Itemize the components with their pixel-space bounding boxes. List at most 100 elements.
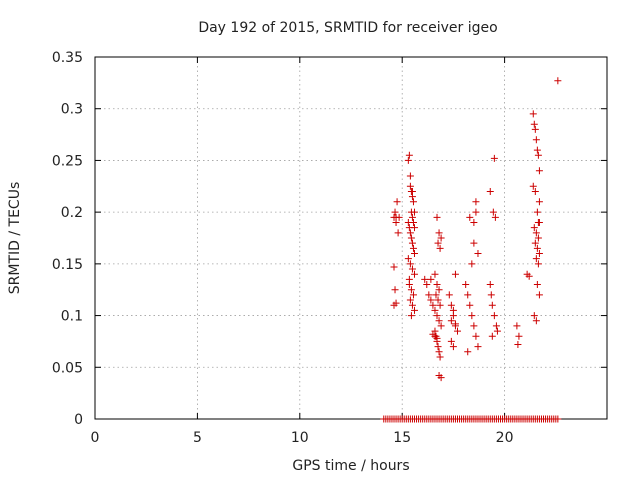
data-point — [531, 239, 539, 247]
data-point — [531, 187, 539, 195]
data-point — [486, 187, 494, 195]
data-point — [431, 270, 439, 278]
data-point — [474, 343, 482, 351]
y-tick-label: 0.25 — [52, 153, 83, 169]
y-tick-label: 0.1 — [61, 309, 83, 325]
data-point — [534, 260, 542, 268]
data-point — [472, 332, 480, 340]
data-point — [470, 239, 478, 247]
data-point — [410, 270, 418, 278]
data-point — [488, 332, 496, 340]
data-point — [525, 272, 533, 280]
data-point — [492, 322, 500, 330]
data-point — [409, 198, 417, 206]
data-point — [451, 320, 459, 328]
axis-ticks: 0 5 10 15 20 0 0.05 0.1 0.15 0.2 0.25 0.3 0.35 — [52, 50, 607, 446]
data-point — [429, 301, 437, 309]
data-point — [554, 77, 562, 85]
data-point — [470, 218, 478, 226]
data-point — [489, 208, 497, 216]
data-point — [407, 208, 415, 216]
data-point — [487, 291, 495, 299]
data-point — [533, 208, 541, 216]
data-point — [431, 306, 439, 314]
data-point — [427, 296, 435, 304]
data-point — [530, 120, 538, 128]
grid — [95, 57, 607, 419]
data-point — [409, 244, 417, 252]
data-point — [451, 270, 459, 278]
plot-frame — [94, 56, 608, 420]
data-point — [464, 291, 472, 299]
data-point — [433, 213, 441, 221]
data-point — [436, 301, 444, 309]
data-points — [380, 77, 562, 423]
data-point — [534, 218, 542, 226]
data-point — [406, 172, 414, 180]
x-tick-label: 0 — [91, 430, 100, 446]
data-point — [410, 224, 418, 232]
data-point — [466, 301, 474, 309]
y-tick-label: 0.05 — [52, 360, 83, 376]
data-point — [529, 110, 537, 118]
data-point — [436, 244, 444, 252]
data-point — [405, 151, 413, 159]
data-point — [427, 275, 435, 283]
data-point — [447, 301, 455, 309]
chart-title: Day 192 of 2015, SRMTID for receiver ige… — [198, 20, 497, 36]
data-point — [394, 229, 402, 237]
data-point — [432, 291, 440, 299]
data-point — [532, 317, 540, 325]
data-point — [533, 146, 541, 154]
data-point — [491, 213, 499, 221]
data-point — [474, 250, 482, 258]
data-point — [435, 348, 443, 356]
x-tick-label: 15 — [393, 430, 411, 446]
data-point — [407, 286, 415, 294]
data-point — [433, 334, 441, 342]
x-tick-label: 5 — [193, 430, 202, 446]
data-point — [533, 281, 541, 289]
data-point — [408, 301, 416, 309]
data-point — [530, 312, 538, 320]
data-point — [535, 167, 543, 175]
x-tick-label: 20 — [496, 430, 514, 446]
x-axis-label: GPS time / hours — [292, 458, 409, 474]
data-point — [531, 125, 539, 133]
data-point — [407, 234, 415, 242]
data-point — [434, 296, 442, 304]
data-point — [409, 218, 417, 226]
data-point — [532, 255, 540, 263]
data-point — [530, 224, 538, 232]
data-point — [488, 301, 496, 309]
data-point — [392, 213, 400, 221]
data-point — [490, 154, 498, 162]
data-point — [393, 198, 401, 206]
data-point — [535, 198, 543, 206]
data-point — [409, 291, 417, 299]
data-point — [453, 327, 461, 335]
data-point — [391, 208, 399, 216]
y-tick-label: 0 — [74, 412, 83, 428]
data-point — [434, 239, 442, 247]
data-point — [472, 198, 480, 206]
data-point — [425, 291, 433, 299]
data-point — [449, 306, 457, 314]
data-point — [408, 239, 416, 247]
data-point — [513, 322, 521, 330]
y-tick-label: 0.35 — [52, 50, 83, 66]
data-point — [445, 291, 453, 299]
data-point — [468, 312, 476, 320]
data-point — [470, 322, 478, 330]
data-point — [534, 234, 542, 242]
data-point — [535, 291, 543, 299]
y-axis-label: SRMTID / TECUs — [7, 182, 23, 295]
data-point — [410, 306, 418, 314]
data-point — [534, 151, 542, 159]
data-point — [410, 250, 418, 258]
data-point — [435, 317, 443, 325]
data-point — [423, 281, 431, 289]
data-point — [406, 260, 414, 268]
data-point — [433, 312, 441, 320]
